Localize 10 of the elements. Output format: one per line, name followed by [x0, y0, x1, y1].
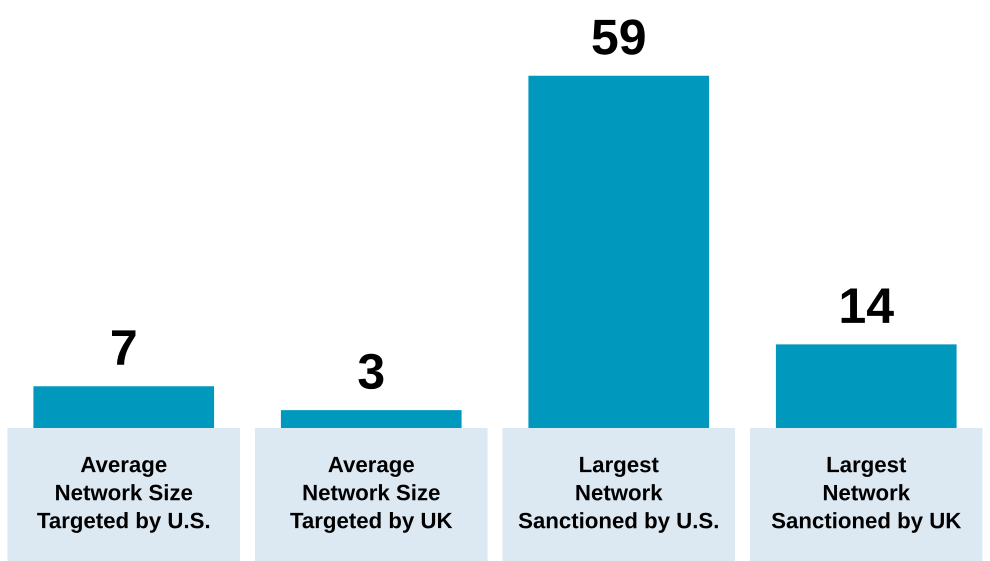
bar [33, 386, 214, 428]
data-label: 7 [112, 330, 136, 365]
bar [280, 410, 462, 428]
x-tick-label: Average Network Size Targeted by U.S. [37, 456, 210, 533]
data-label: 14 [842, 288, 894, 323]
x-tick-label: Largest Network Sanctioned by UK [772, 456, 962, 533]
x-tick-label: Largest Network Sanctioned by U.S. [518, 456, 718, 533]
data-label: 59 [592, 19, 645, 55]
x-tick-label: Average Network Size Targeted by UK [290, 456, 452, 533]
data-label: 3 [358, 354, 384, 390]
